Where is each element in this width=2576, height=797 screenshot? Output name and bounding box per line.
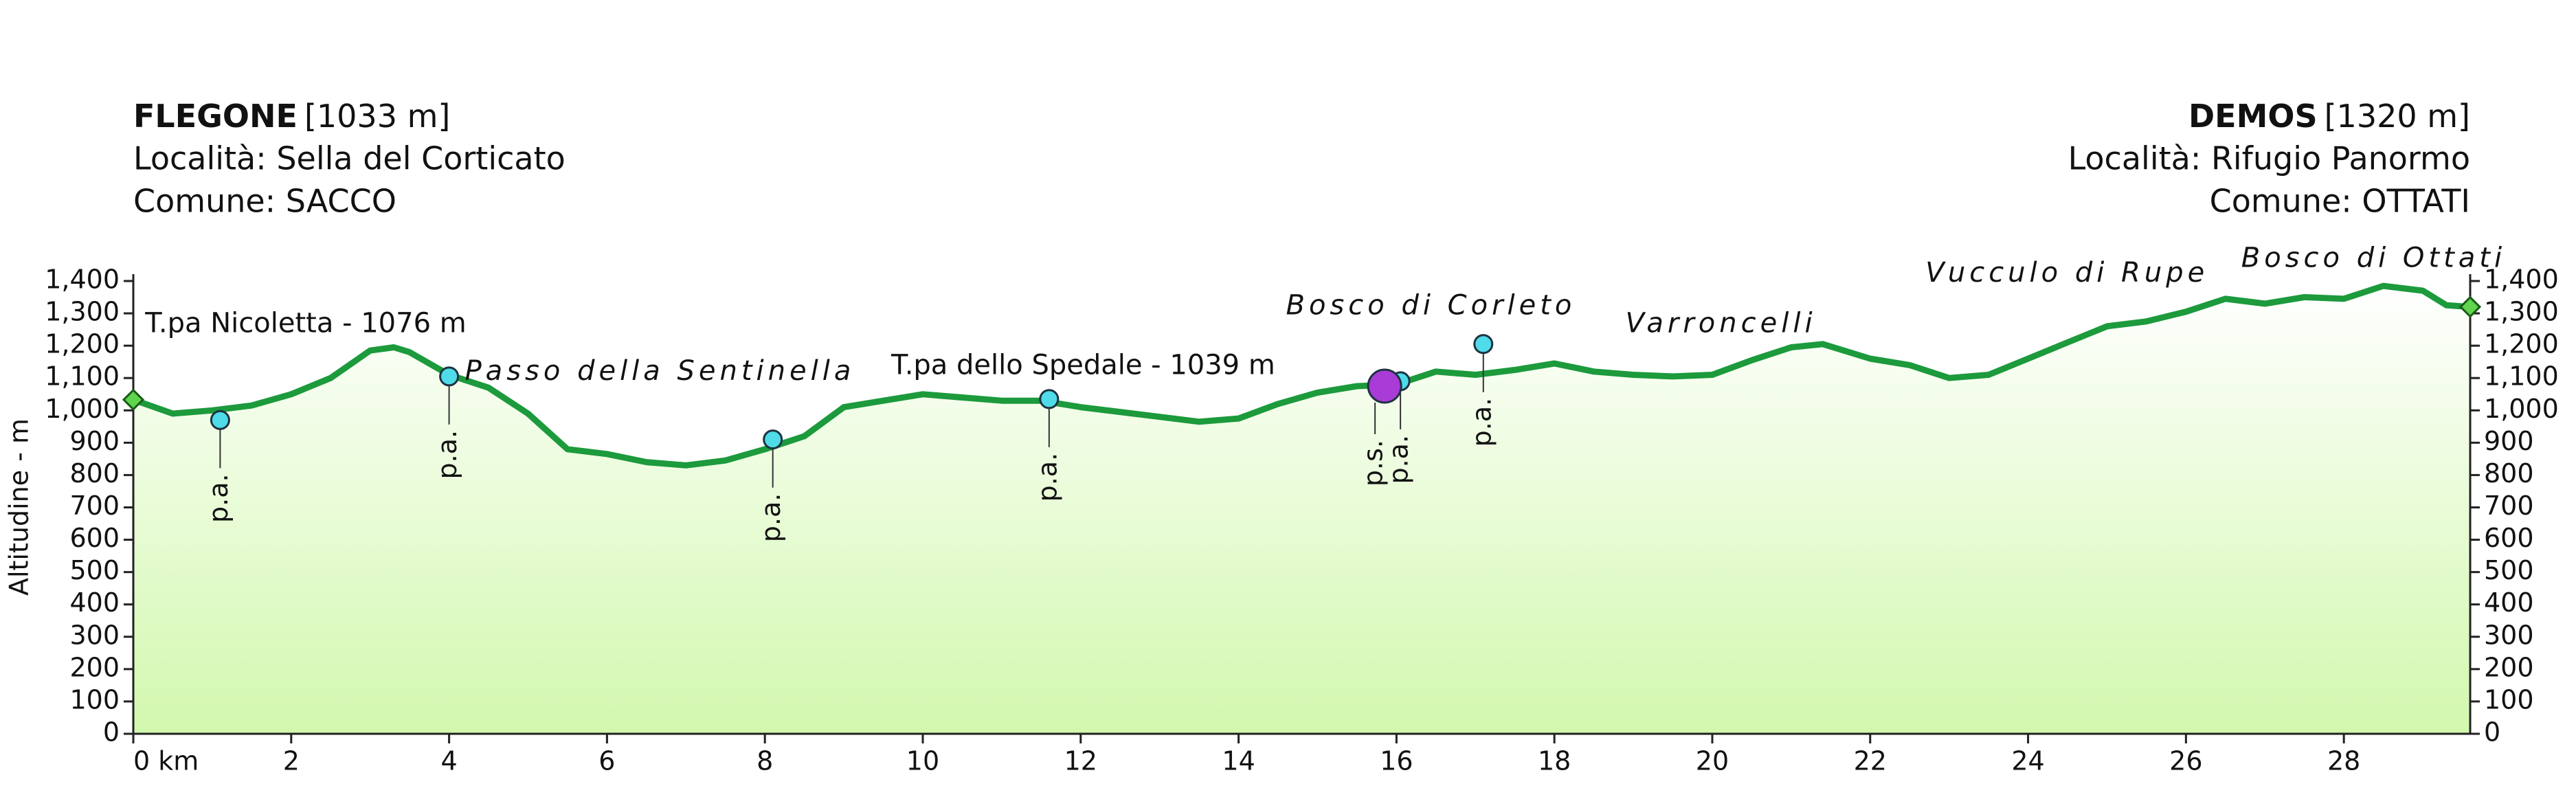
endpoint-elevation: [1320 m] [2325, 98, 2470, 135]
y-tick-label: 1,300 [45, 297, 120, 327]
y-tick-label: 700 [69, 491, 120, 521]
x-tick-label: 12 [1064, 746, 1097, 776]
y-tick-label: 1,400 [45, 265, 120, 295]
endpoint-marker [122, 388, 145, 411]
y2-tick-label: 1,200 [2484, 329, 2559, 359]
y2-tick-label: 1,300 [2484, 297, 2559, 327]
point-label: p.a. [203, 473, 234, 523]
endpoint-comune: Comune: OTTATI [2210, 183, 2470, 220]
point-marker [1367, 368, 1402, 404]
profile-line [132, 282, 2471, 469]
point-marker [1039, 389, 1060, 409]
area-fill [133, 286, 2470, 734]
x-tick-label: 6 [598, 746, 615, 776]
y-tick-label: 500 [69, 555, 120, 585]
y2-tick-label: 100 [2484, 684, 2534, 715]
x-tick-label: 28 [2327, 746, 2360, 776]
x-tick-label: 18 [1538, 746, 1571, 776]
x-tick-label: 2 [283, 746, 300, 776]
endpoint-locality: Località: Sella del Corticato [133, 140, 565, 177]
y2-tick-label: 300 [2484, 620, 2534, 650]
endpoint-title: DEMOS [1320 m] [2188, 98, 2470, 135]
point-marker [439, 366, 460, 387]
endpoint-title: FLEGONE [1033 m] [133, 98, 450, 135]
point-marker [763, 429, 783, 450]
y-axis-label: Altitudine - m [4, 418, 34, 596]
y2-tick-label: 1,100 [2484, 361, 2559, 392]
y2-tick-label: 900 [2484, 426, 2534, 456]
y-tick-label: 600 [69, 523, 120, 553]
y-tick-label: 300 [69, 620, 120, 650]
x-tick-label: 8 [757, 746, 773, 776]
place-label: T.pa Nicoletta - 1076 m [144, 308, 466, 339]
endpoint-marker [2459, 295, 2482, 318]
y2-tick-label: 600 [2484, 523, 2534, 553]
point-label: p.a. [1384, 435, 1414, 484]
y-tick-label: 100 [69, 684, 120, 715]
y-tick-label: 200 [69, 652, 120, 682]
endpoint-elevation: [1033 m] [304, 98, 450, 135]
point-label: p.a. [1032, 453, 1062, 502]
place-label: Bosco di Corleto [1286, 290, 1576, 322]
x-tick-label: 22 [1854, 746, 1887, 776]
y-tick-label: 0 [103, 717, 120, 748]
endpoint-name: FLEGONE [133, 98, 298, 135]
y-tick-label: 1,000 [45, 394, 120, 424]
place-label: Bosco di Ottati [2241, 242, 2506, 273]
place-label: T.pa dello Spedale - 1039 m [891, 350, 1275, 381]
endpoint-name: DEMOS [2188, 98, 2318, 135]
x-tick-label: 14 [1222, 746, 1255, 776]
x-tick-label: 26 [2169, 746, 2202, 776]
point-marker [1473, 334, 1494, 355]
x-tick-label: 10 [906, 746, 939, 776]
y2-tick-label: 0 [2484, 717, 2500, 748]
y2-tick-label: 800 [2484, 458, 2534, 489]
y2-tick-label: 400 [2484, 587, 2534, 618]
x-tick-label: 0 km [133, 746, 199, 776]
point-label: p.a. [432, 430, 462, 480]
x-tick-label: 24 [2011, 746, 2044, 776]
point-marker [210, 409, 230, 430]
x-tick-label: 20 [1696, 746, 1729, 776]
y-tick-label: 400 [69, 587, 120, 618]
x-tick-label: 16 [1380, 746, 1413, 776]
y2-tick-label: 1,000 [2484, 394, 2559, 424]
endpoint-locality: Località: Rifugio Panormo [2068, 140, 2470, 177]
y2-tick-label: 1,400 [2484, 265, 2559, 295]
point-label: p.s. [1358, 440, 1389, 486]
y-tick-label: 900 [69, 426, 120, 456]
point-label: p.a. [756, 493, 786, 543]
place-label: Vucculo di Rupe [1925, 257, 2208, 289]
x-tick-label: 4 [441, 746, 458, 776]
y-tick-label: 800 [69, 458, 120, 489]
y2-tick-label: 700 [2484, 491, 2534, 521]
y2-tick-label: 500 [2484, 555, 2534, 585]
place-label: Varroncelli [1626, 308, 1817, 339]
endpoint-comune: Comune: SACCO [133, 183, 396, 220]
y2-tick-label: 200 [2484, 652, 2534, 682]
y-tick-label: 1,100 [45, 361, 120, 392]
point-label: p.a. [1466, 398, 1497, 447]
y-tick-label: 1,200 [45, 329, 120, 359]
place-label: Passo della Sentinella [465, 355, 855, 387]
